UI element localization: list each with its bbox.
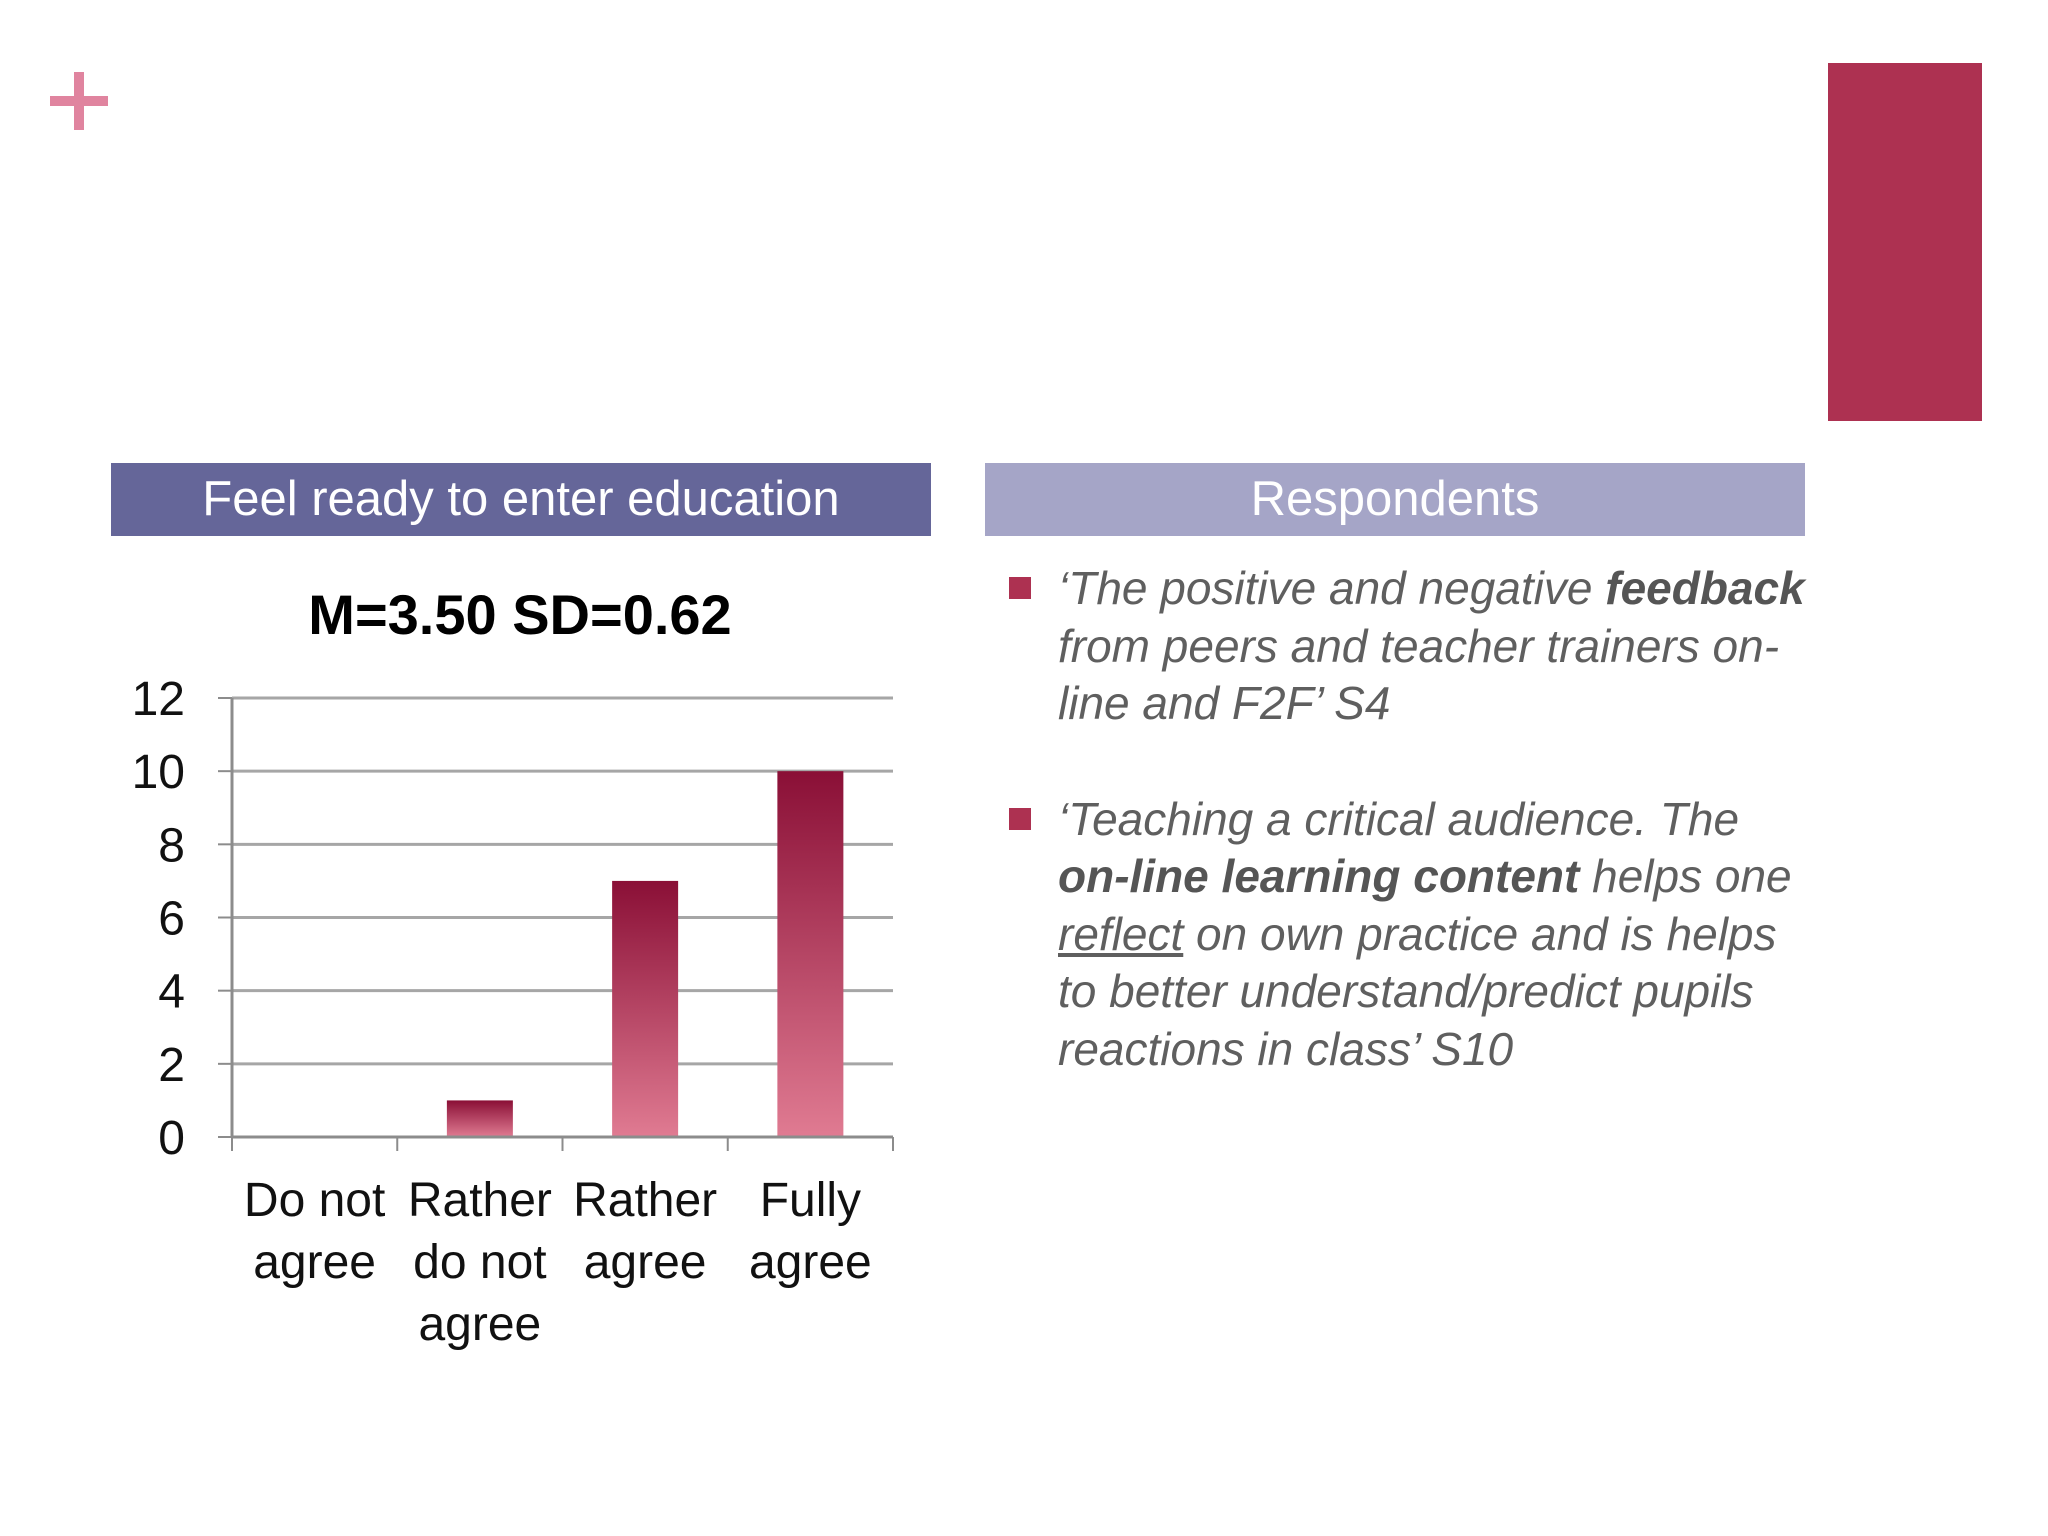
quote-text: ‘The positive and negative feedback from… [1058, 562, 1805, 729]
x-tick-label: agree [418, 1298, 541, 1351]
square-bullet-icon [1009, 807, 1031, 830]
quote-text: ‘Teaching a critical audience. The on-li… [1058, 792, 1792, 1075]
y-tick-label: 8 [158, 819, 185, 872]
x-tick-label: do not [413, 1236, 546, 1289]
quote-item: ‘Teaching a critical audience. The on-li… [1006, 791, 1816, 1079]
quote-item: ‘The positive and negative feedback from… [1006, 560, 1816, 733]
chart-title: M=3.50 SD=0.62 [308, 583, 731, 646]
y-tick-label: 6 [158, 893, 185, 946]
y-tick-label: 10 [132, 746, 185, 799]
y-tick-label: 2 [158, 1039, 185, 1092]
bar [777, 771, 844, 1137]
y-tick-label: 12 [132, 673, 185, 726]
y-tick-label: 4 [158, 966, 185, 1019]
bar [612, 880, 679, 1137]
x-tick-label: Rather [408, 1174, 552, 1227]
x-tick-label: Fully [760, 1174, 861, 1227]
y-tick-label: 0 [158, 1112, 185, 1165]
chart-panel-header: Feel ready to enter education [111, 463, 931, 536]
plus-logo-icon [50, 72, 108, 130]
x-tick-label: agree [749, 1236, 872, 1289]
accent-bar [1828, 63, 1982, 421]
x-tick-label: agree [584, 1236, 707, 1289]
x-tick-label: Do not [244, 1174, 385, 1227]
x-tick-label: agree [253, 1236, 376, 1289]
x-tick-label: Rather [573, 1174, 717, 1227]
square-bullet-icon [1009, 577, 1031, 599]
respondents-panel-header: Respondents [985, 463, 1805, 536]
bar-chart: M=3.50 SD=0.62 0 2 4 6 8 10 12 Do not agree Rathe… [132, 583, 894, 1351]
respondent-quotes: ‘The positive and negative feedback from… [1006, 560, 1816, 1136]
bar [446, 1100, 513, 1137]
